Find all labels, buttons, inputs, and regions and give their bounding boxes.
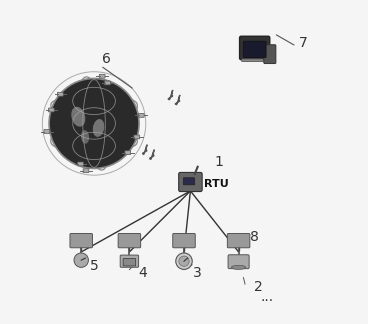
FancyBboxPatch shape [99,74,105,78]
Text: ...: ... [261,290,274,304]
FancyBboxPatch shape [78,162,84,166]
Circle shape [49,78,139,168]
FancyBboxPatch shape [134,135,140,139]
FancyBboxPatch shape [70,234,92,248]
Text: RTU: RTU [204,179,229,190]
Text: 4: 4 [138,266,146,280]
Text: 8: 8 [250,230,259,245]
FancyBboxPatch shape [183,178,195,185]
FancyBboxPatch shape [228,255,249,269]
Ellipse shape [231,265,246,270]
Polygon shape [142,145,147,155]
Circle shape [74,253,88,267]
Circle shape [179,256,189,266]
Text: 1: 1 [215,155,224,169]
Text: 2: 2 [254,280,262,294]
Text: 5: 5 [90,260,98,273]
Ellipse shape [71,107,85,127]
Circle shape [176,253,192,270]
FancyBboxPatch shape [83,169,89,173]
Text: 7: 7 [298,36,307,50]
FancyBboxPatch shape [57,92,63,96]
FancyBboxPatch shape [118,234,141,248]
FancyBboxPatch shape [242,59,263,62]
Ellipse shape [81,130,89,144]
Polygon shape [175,95,180,105]
Text: 3: 3 [192,266,201,280]
Text: 6: 6 [102,52,112,66]
FancyBboxPatch shape [120,255,139,267]
FancyBboxPatch shape [125,151,131,155]
FancyBboxPatch shape [227,234,250,248]
Polygon shape [149,150,154,159]
FancyBboxPatch shape [240,36,270,60]
FancyBboxPatch shape [243,58,266,61]
FancyBboxPatch shape [173,234,195,248]
FancyBboxPatch shape [138,113,144,117]
FancyBboxPatch shape [264,45,276,64]
FancyBboxPatch shape [44,130,50,133]
Ellipse shape [93,119,104,137]
Polygon shape [168,90,173,100]
FancyBboxPatch shape [49,108,54,112]
FancyBboxPatch shape [123,259,136,266]
FancyBboxPatch shape [179,172,202,191]
FancyBboxPatch shape [105,81,110,85]
FancyBboxPatch shape [243,41,266,58]
